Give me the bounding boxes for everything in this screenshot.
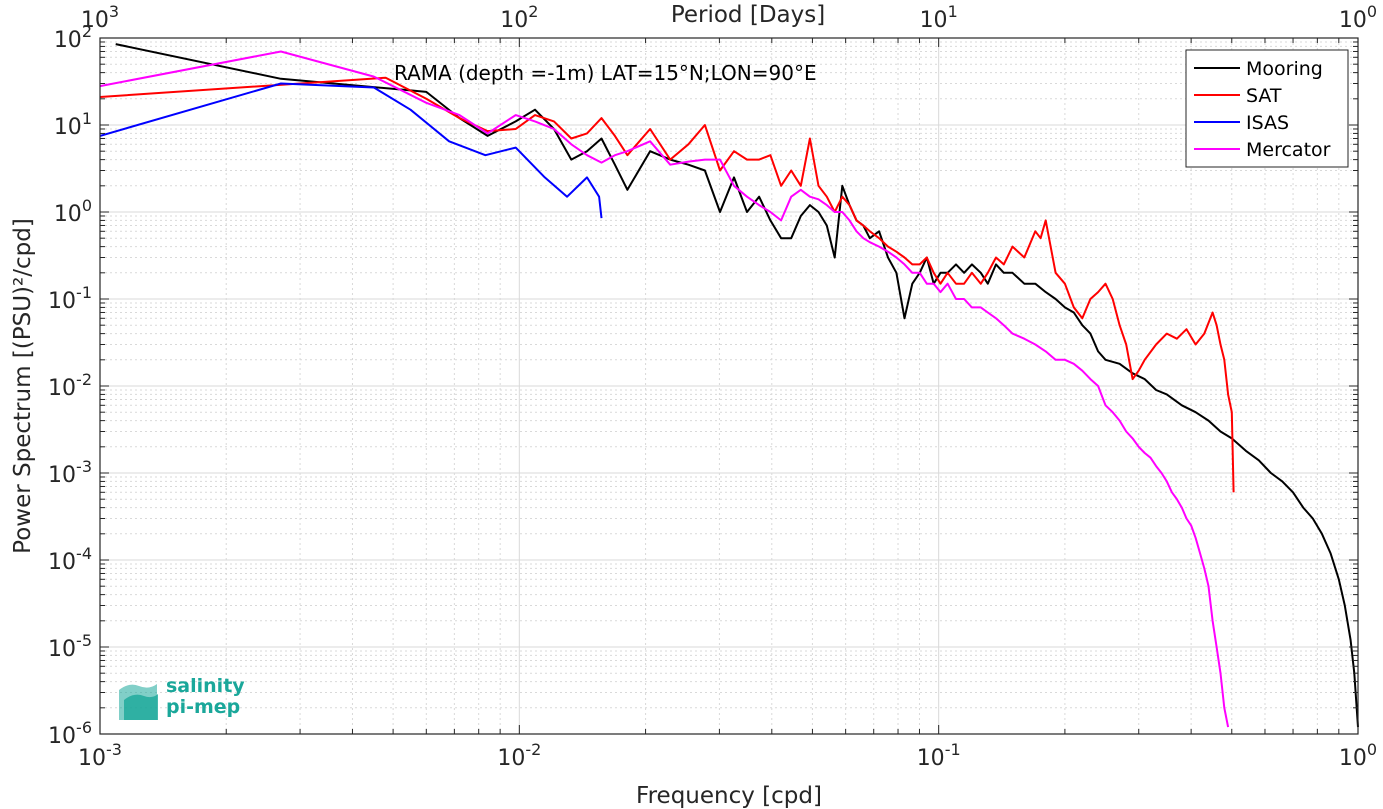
top-axis-label: Period [Days] [671,2,825,28]
axis-ticks [99,38,1358,735]
logo-text-salinity: salinity [166,675,245,697]
series-line-isas [99,82,603,219]
top-tick-label: 103 [81,2,119,33]
top-tick-label: 102 [500,2,538,33]
x-tick-label: 100 [1339,740,1377,771]
y-tick-label: 10-1 [48,283,92,314]
y-tick-label: 102 [54,22,92,53]
y-tick-label: 10-4 [48,544,92,575]
y-tick-label: 10-5 [48,631,92,662]
legend-label-sat: SAT [1246,85,1282,107]
logo-text-pimep: pi-mep [166,696,240,718]
legend-box [1185,49,1349,168]
x-tick-label: 10-1 [917,740,961,771]
series-line-mercator [99,50,1230,728]
y-tick-label: 101 [54,109,92,140]
series-line-mooring [115,43,1359,728]
salinity-pi-mep-logo: salinity pi-mep [119,675,245,720]
series-line-sat [99,76,1235,493]
x-tick-label: 10-3 [78,740,122,771]
top-tick-label: 101 [920,2,958,33]
legend-label-mercator: Mercator [1246,139,1331,161]
annotation-text: RAMA (depth =-1m) LAT=15°N;LON=90°E [394,61,817,85]
legend-label-mooring: Mooring [1246,58,1323,80]
y-tick-label: 100 [54,196,92,227]
legend-label-isas: ISAS [1246,112,1289,134]
y-tick-label: 10-2 [48,370,92,401]
y-tick-label: 10-3 [48,457,92,488]
logo-wave-icon-2 [124,694,158,720]
top-tick-label: 100 [1339,2,1377,33]
x-axis-label: Frequency [cpd] [636,783,822,809]
x-tick-label: 10-2 [497,740,541,771]
legend: Mooring SAT ISAS Mercator [1185,49,1349,168]
y-tick-label: 10-6 [48,718,92,749]
series-lines [99,43,1359,728]
y-axis-label: Power Spectrum [(PSU)²/cpd] [10,218,36,554]
